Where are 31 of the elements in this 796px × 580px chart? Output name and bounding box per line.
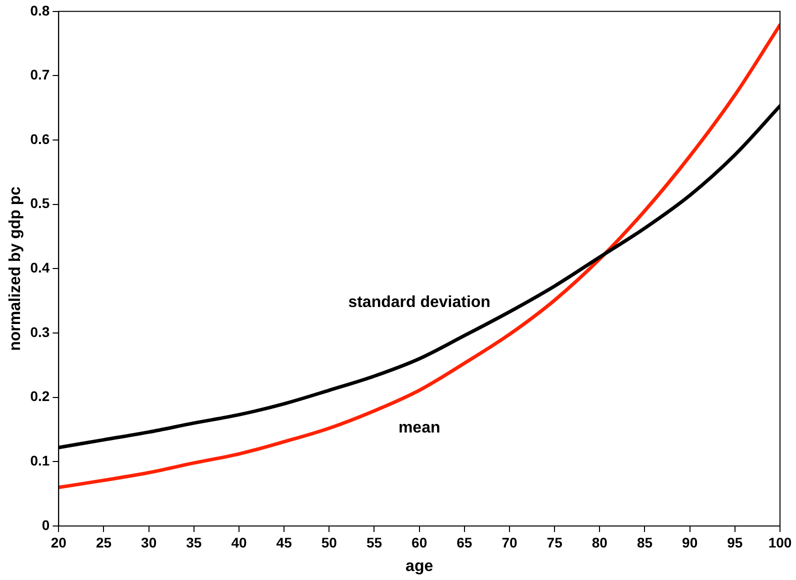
x-tick-label: 65 [456, 534, 472, 550]
x-tick-label: 50 [321, 534, 338, 550]
y-tick-label: 0.3 [30, 324, 50, 340]
x-tick-label: 95 [727, 534, 743, 550]
x-tick-label: 75 [546, 534, 563, 550]
series-label: standard deviation [348, 294, 490, 312]
y-tick-label: 0.7 [30, 66, 50, 83]
x-tick-label: 30 [141, 534, 157, 550]
y-tick-label: 0.6 [30, 130, 50, 147]
y-tick-label: 0.4 [30, 260, 50, 276]
y-tick-label: 0.1 [30, 452, 50, 469]
y-axis-title: normalized by gdp pc [7, 186, 24, 351]
x-tick-label: 80 [592, 534, 608, 550]
series-label: mean [398, 420, 440, 437]
y-tick-label: 0.8 [30, 2, 50, 18]
x-tick-label: 25 [96, 534, 112, 550]
line-series [58, 23, 780, 490]
x-axis-title: age [406, 558, 434, 575]
y-tick-label: 0.2 [30, 388, 50, 404]
x-tick-label: 60 [412, 534, 428, 550]
x-tick-label: 20 [50, 534, 67, 550]
x-tick-label: 70 [502, 534, 518, 550]
x-tick-label: 45 [276, 534, 292, 550]
x-tick-label: 100 [768, 534, 792, 550]
y-tick-label: 0.5 [30, 195, 50, 212]
x-tick-label: 40 [231, 534, 247, 550]
x-tick-label: 55 [366, 534, 382, 550]
x-tick-label: 85 [636, 534, 653, 550]
x-tick-label: 35 [186, 534, 202, 550]
x-tick-label: 90 [682, 534, 698, 550]
y-tick-label: 0 [42, 516, 50, 533]
